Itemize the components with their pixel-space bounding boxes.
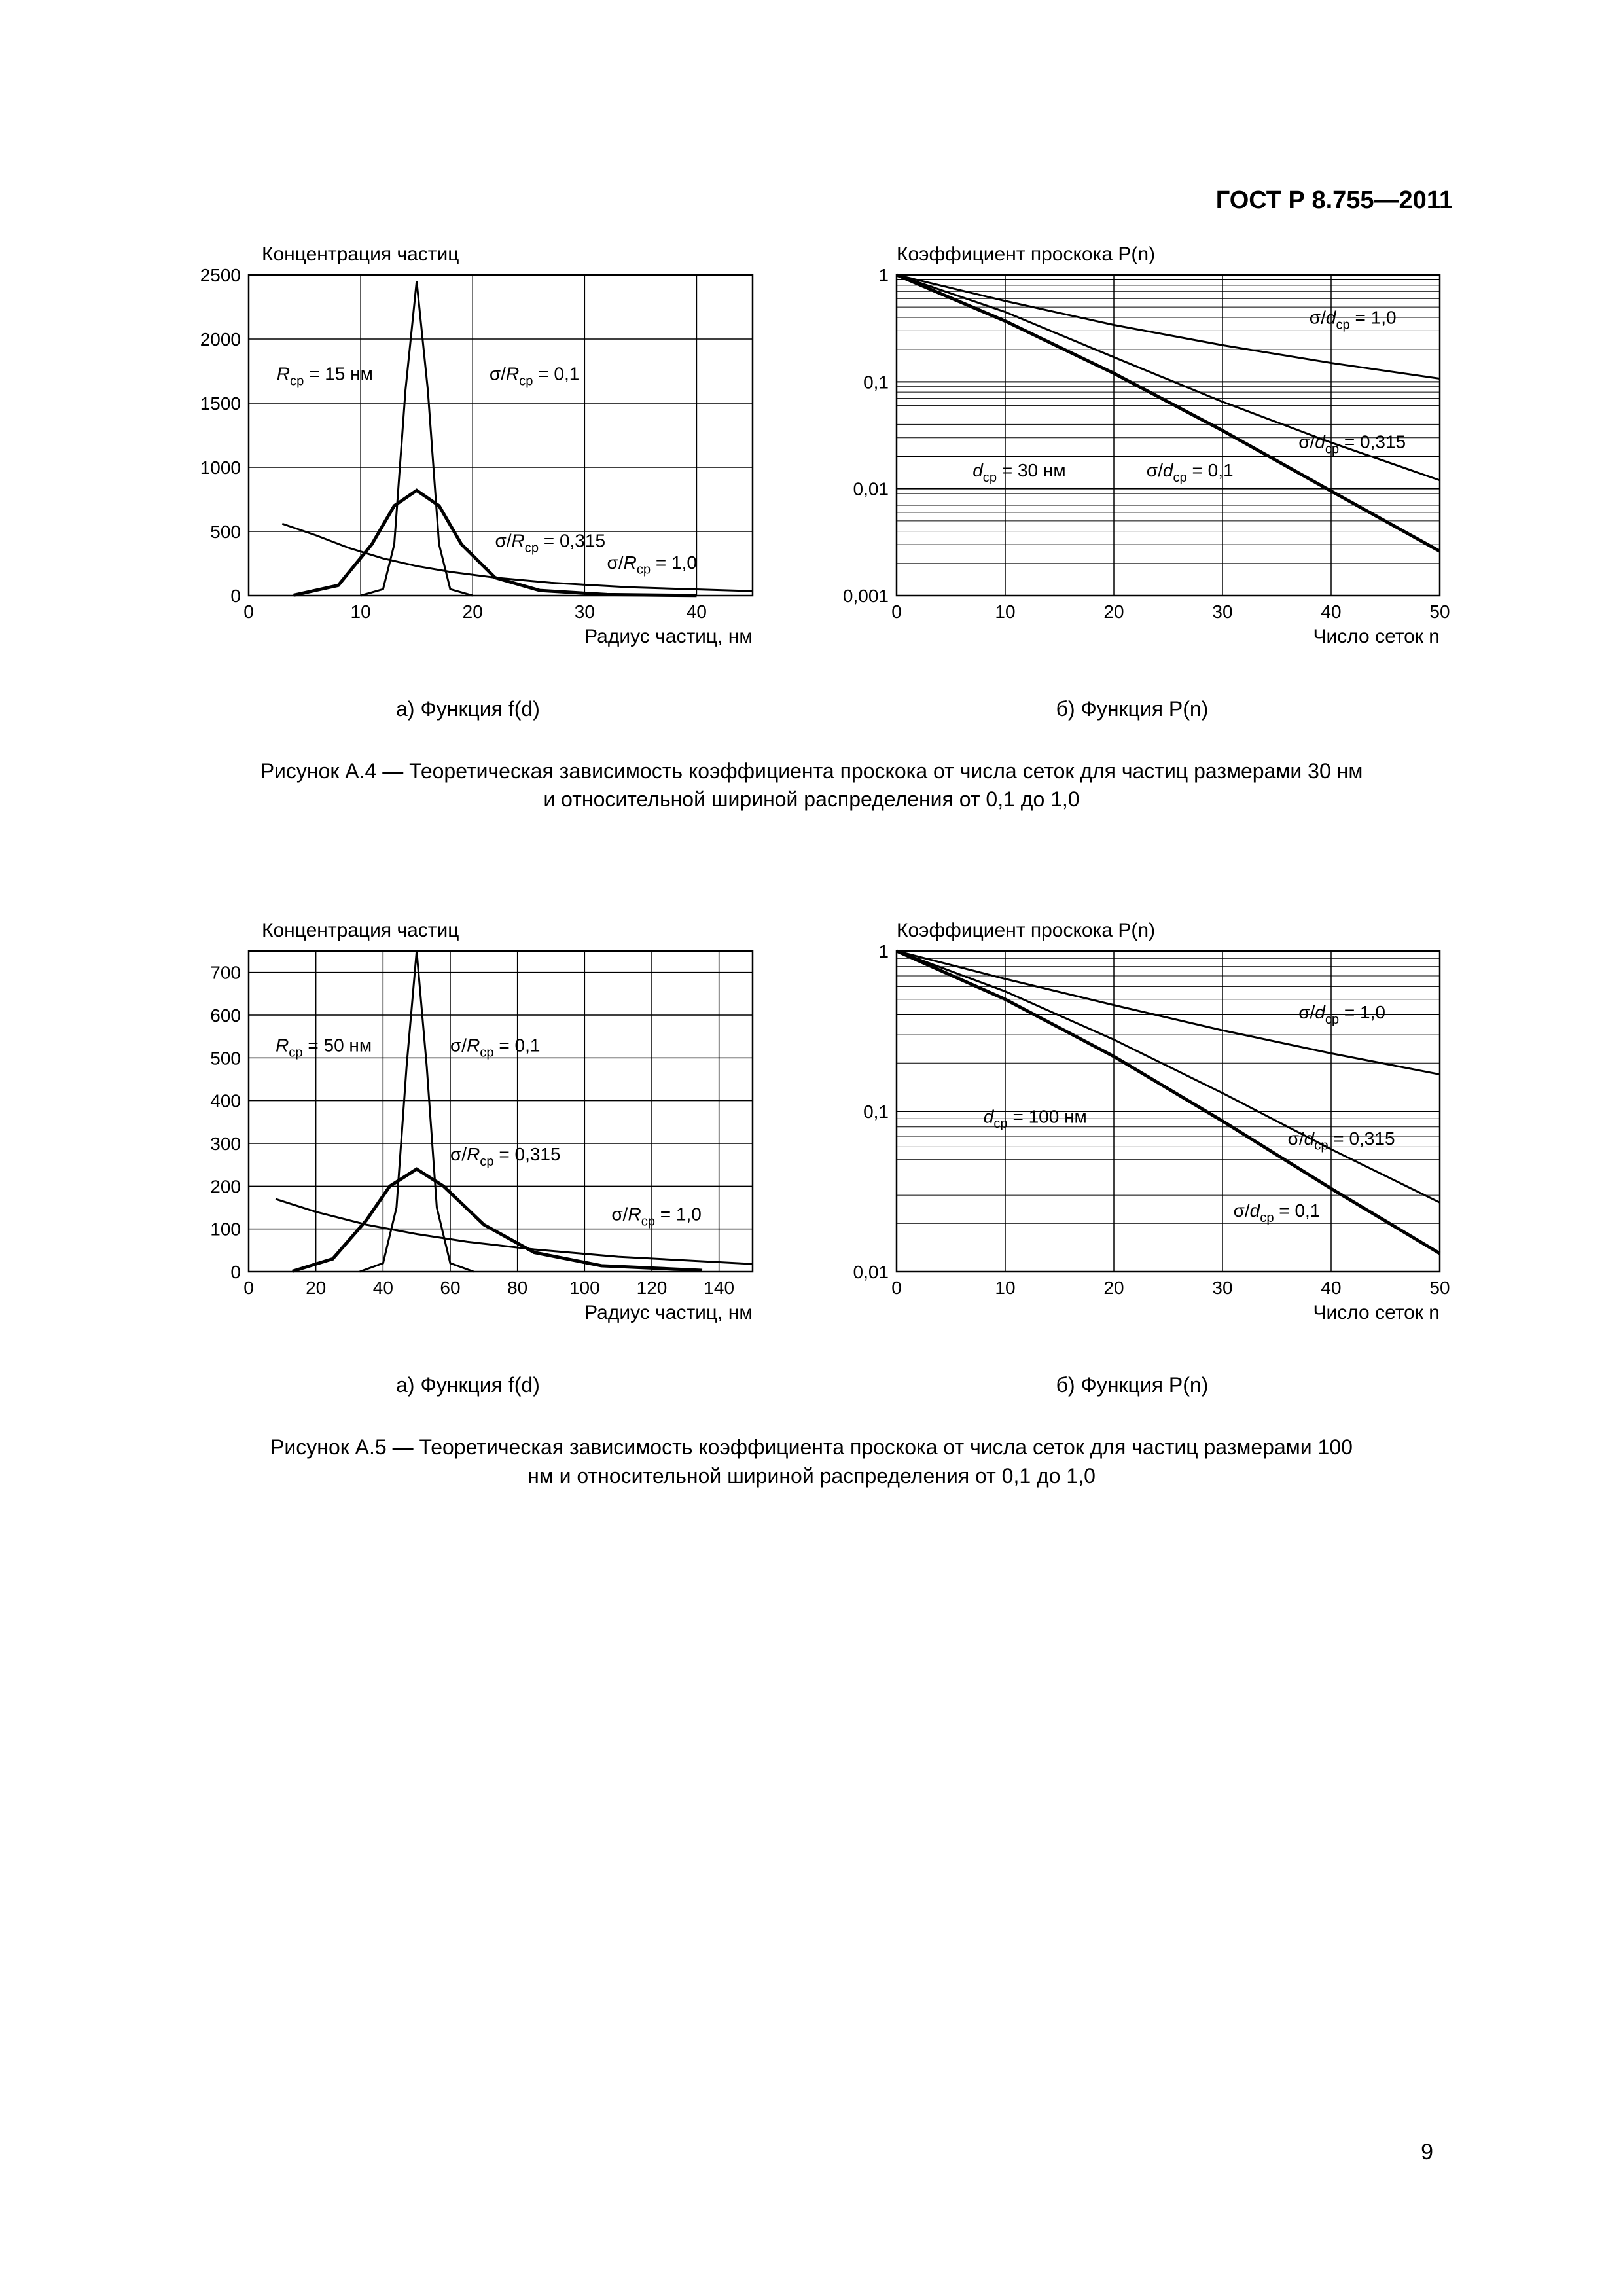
chart-a5-right: Коэффициент проскока P(n) 0 10 20 30 40 50 1 0,1… [805,912,1459,1344]
svg-text:80: 80 [507,1278,527,1298]
svg-text:50: 50 [1429,1278,1450,1298]
svg-text:Концентрация частиц: Концентрация частиц [262,920,459,941]
fig-a5-right-panel: Коэффициент проскока P(n) 0 10 20 30 40 50 1 0,1… [805,912,1459,1397]
svg-text:0: 0 [243,601,254,622]
svg-text:140: 140 [704,1278,734,1298]
svg-text:0: 0 [891,601,902,622]
page-number: 9 [1421,2140,1433,2165]
svg-text:30: 30 [1212,601,1232,622]
svg-text:10: 10 [351,601,371,622]
fig-a5-left-panel: Концентрация частиц 0 20 40 60 80 100 120 140 0 10… [164,912,772,1397]
svg-text:10: 10 [995,1278,1015,1298]
svg-text:20: 20 [1103,601,1124,622]
svg-text:σ/dср = 0,1: σ/dср = 0,1 [1147,460,1234,485]
svg-text:100: 100 [210,1219,241,1240]
svg-text:0,1: 0,1 [863,1102,889,1122]
doc-header: ГОСТ Р 8.755—2011 [1216,187,1453,215]
svg-text:700: 700 [210,963,241,983]
fig-a4-right-panel: Коэффициент проскока P(n) 0 10 20 30 40 50 1 0,1… [805,236,1459,721]
svg-text:40: 40 [373,1278,393,1298]
svg-text:100: 100 [569,1278,600,1298]
fig-a4-left-subcaption: а) Функция f(d) [164,697,772,721]
svg-text:20: 20 [463,601,483,622]
svg-text:Rср = 50 нм: Rср = 50 нм [276,1035,372,1060]
svg-text:1500: 1500 [200,393,241,414]
svg-text:Радиус частиц, нм: Радиус частиц, нм [584,1302,753,1323]
svg-text:σ/Rср = 0,315: σ/Rср = 0,315 [450,1145,561,1170]
svg-text:30: 30 [1212,1278,1232,1298]
svg-text:Rср = 15 нм: Rср = 15 нм [277,364,373,389]
svg-text:500: 500 [210,522,241,542]
svg-text:1: 1 [878,265,889,285]
figure-a4-row: Концентрация частиц010203040050010001500… [164,236,1459,721]
svg-text:σ/dср = 0,1: σ/dср = 0,1 [1234,1200,1321,1225]
svg-text:600: 600 [210,1005,241,1026]
svg-text:σ/Rср = 1,0: σ/Rср = 1,0 [607,552,697,577]
svg-text:σ/dср = 1,0: σ/dср = 1,0 [1298,1002,1385,1027]
svg-text:σ/Rср = 0,1: σ/Rср = 0,1 [450,1035,540,1060]
svg-text:120: 120 [637,1278,668,1298]
figure-a5-row: Концентрация частиц020406080100120140010… [164,912,1459,1397]
svg-text:0: 0 [891,1278,902,1298]
svg-text:30: 30 [575,601,595,622]
svg-text:σ/dср = 0,315: σ/dср = 0,315 [1288,1128,1395,1153]
svg-text:20: 20 [306,1278,326,1298]
chart-a4-left: Концентрация частиц 0 10 20 30 40 0 500 1000 1500… [164,236,772,668]
svg-text:300: 300 [210,1134,241,1154]
svg-text:Коэффициент проскока P(n): Коэффициент проскока P(n) [897,920,1155,941]
svg-text:40: 40 [687,601,707,622]
chart-a4-right: Коэффициент проскока P(n) 0 10 20 30 40 50 1 0,1… [805,236,1459,668]
svg-text:σ/dср = 0,315: σ/dср = 0,315 [1298,432,1406,457]
fig-a4-caption: Рисунок А.4 — Теоретическая зависимость … [255,757,1368,814]
svg-text:20: 20 [1103,1278,1124,1298]
svg-text:1: 1 [878,941,889,961]
svg-text:40: 40 [1321,601,1341,622]
svg-text:Число сеток n: Число сеток n [1313,1302,1440,1323]
svg-text:200: 200 [210,1177,241,1197]
chart-a5-left: Концентрация частиц 0 20 40 60 80 100 120 140 0 10… [164,912,772,1344]
svg-text:σ/Rср = 0,1: σ/Rср = 0,1 [490,364,579,389]
svg-text:Концентрация частиц: Концентрация частиц [262,243,459,265]
svg-text:0: 0 [230,586,241,606]
svg-text:40: 40 [1321,1278,1341,1298]
svg-text:500: 500 [210,1049,241,1069]
fig-a4-right-subcaption: б) Функция P(n) [805,697,1459,721]
page: ГОСТ Р 8.755—2011 Концентрация частиц010… [0,0,1623,2296]
svg-text:Радиус частиц, нм: Радиус частиц, нм [584,626,753,647]
svg-text:σ/dср = 1,0: σ/dср = 1,0 [1310,307,1397,332]
svg-text:σ/Rср = 0,315: σ/Rср = 0,315 [495,531,605,556]
svg-text:0: 0 [243,1278,254,1298]
svg-text:10: 10 [995,601,1015,622]
svg-text:1000: 1000 [200,457,241,478]
svg-text:0,1: 0,1 [863,372,889,392]
svg-text:0,001: 0,001 [843,586,889,606]
svg-text:Коэффициент проскока P(n): Коэффициент проскока P(n) [897,243,1155,265]
svg-text:0,01: 0,01 [853,479,889,499]
svg-text:dср = 30 нм: dср = 30 нм [972,460,1065,485]
svg-text:50: 50 [1429,601,1450,622]
svg-text:Число сеток n: Число сеток n [1313,626,1440,647]
svg-text:0,01: 0,01 [853,1262,889,1282]
svg-text:2000: 2000 [200,329,241,350]
svg-text:2500: 2500 [200,265,241,285]
fig-a5-caption: Рисунок А.5 — Теоретическая зависимость … [255,1433,1368,1490]
svg-text:0: 0 [230,1262,241,1282]
svg-text:400: 400 [210,1091,241,1111]
fig-a5-left-subcaption: а) Функция f(d) [164,1373,772,1397]
svg-text:σ/Rср = 1,0: σ/Rср = 1,0 [611,1204,701,1229]
fig-a4-left-panel: Концентрация частиц 0 10 20 30 40 0 500 1000 1500… [164,236,772,721]
fig-a5-right-subcaption: б) Функция P(n) [805,1373,1459,1397]
svg-text:dср = 100 нм: dср = 100 нм [984,1107,1087,1132]
svg-text:60: 60 [440,1278,460,1298]
